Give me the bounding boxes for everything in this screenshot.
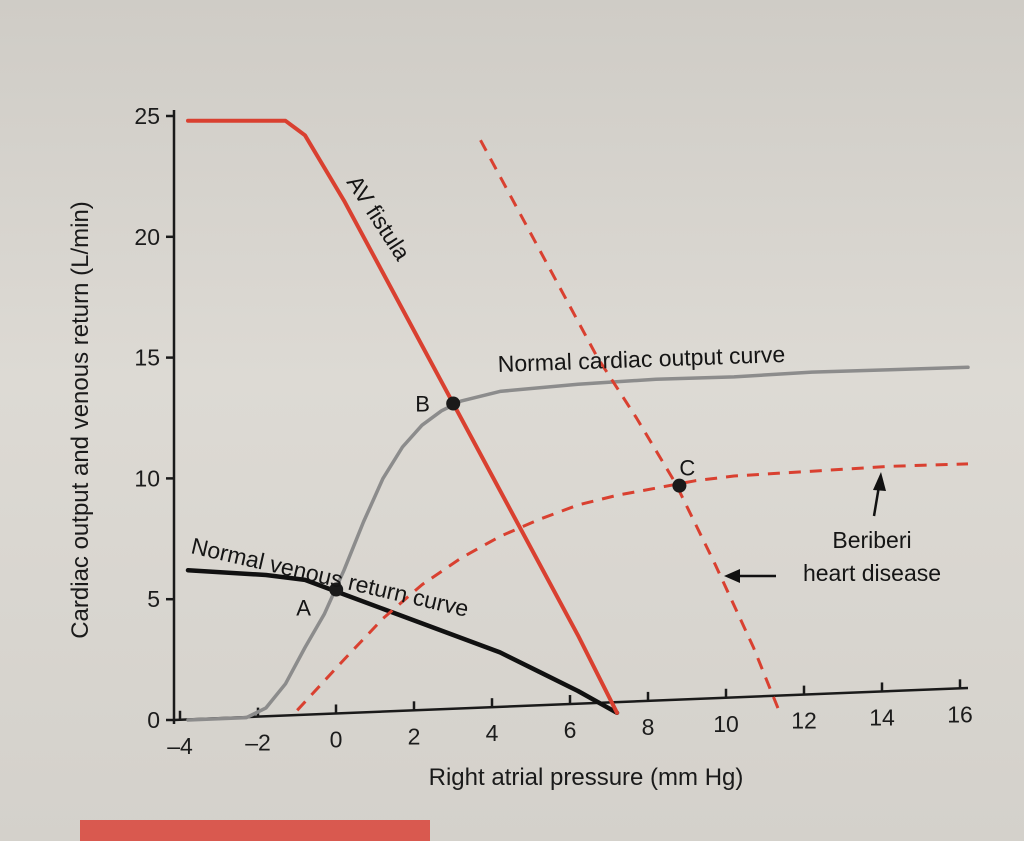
normal-venous-return-label: Normal venous return curve (189, 533, 471, 622)
y-tick-label: 5 (147, 586, 160, 612)
x-tick-label: 2 (408, 723, 421, 749)
arrow-left-icon (724, 569, 776, 583)
x-tick-label: 0 (330, 726, 343, 752)
normal-venous-return-curve-series-line (185, 567, 620, 716)
axes (172, 110, 969, 724)
point-c-label: C (679, 456, 695, 481)
arrow-up-icon (872, 472, 886, 517)
y-tick-label: 25 (134, 103, 160, 129)
beriberi-label: Beriberi (832, 527, 911, 553)
point-c-marker (672, 478, 687, 493)
point-b-marker (446, 396, 461, 411)
normal-cardiac-output-label: Normal cardiac output curve (497, 341, 785, 377)
y-tick-label: 20 (134, 224, 160, 250)
y-tick-label: 10 (134, 465, 160, 491)
av-fistula-series-line (186, 118, 619, 715)
page-footer-band (80, 820, 430, 841)
heart-disease-label: heart disease (803, 560, 941, 586)
point-a-label: A (296, 596, 311, 621)
x-tick-label: 4 (486, 720, 499, 746)
beriberi-heart-disease-series-line (479, 139, 783, 716)
y-tick-label: 0 (147, 707, 160, 733)
x-tick-label: 12 (791, 708, 817, 734)
x-tick-label: 14 (869, 704, 895, 730)
x-tick-label: –2 (245, 730, 271, 756)
x-tick-label: 8 (642, 714, 655, 740)
points-layer: A B C (296, 392, 695, 621)
point-b-label: B (415, 392, 430, 417)
x-tick-label: 16 (947, 701, 973, 727)
x-tick-label: 10 (713, 711, 739, 737)
y-axis-title: Cardiac output and venous return (L/min) (67, 201, 94, 639)
x-tick-label: 6 (564, 717, 577, 743)
normal-cardiac-output-curve-series-line (186, 365, 970, 722)
y-tick-label: 15 (134, 345, 160, 371)
series-layer (185, 118, 970, 722)
point-a-marker (329, 582, 344, 597)
x-axis-title: Right atrial pressure (mm Hg) (429, 764, 744, 791)
x-ticks: –4 –2 0 2 4 6 8 10 12 14 16 (167, 679, 973, 759)
x-tick-label: –4 (167, 733, 193, 759)
y-ticks: 0 5 10 15 20 25 (134, 103, 174, 733)
